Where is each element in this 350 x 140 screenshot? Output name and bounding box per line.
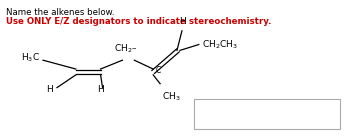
- Text: Use ONLY E/Z designators to indicate stereochemistry.: Use ONLY E/Z designators to indicate ste…: [6, 17, 272, 26]
- Text: H: H: [97, 85, 104, 94]
- Text: CH$_3$: CH$_3$: [162, 91, 181, 103]
- Text: CH$_2$CH$_3$: CH$_2$CH$_3$: [202, 38, 238, 51]
- Text: CH$_2$–: CH$_2$–: [114, 43, 137, 55]
- Text: Name the alkenes below.: Name the alkenes below.: [6, 8, 115, 17]
- Text: H: H: [46, 85, 52, 94]
- Text: H$_3$C: H$_3$C: [21, 52, 40, 65]
- Text: C: C: [155, 66, 160, 75]
- Bar: [194, 99, 340, 129]
- Text: H: H: [180, 17, 186, 26]
